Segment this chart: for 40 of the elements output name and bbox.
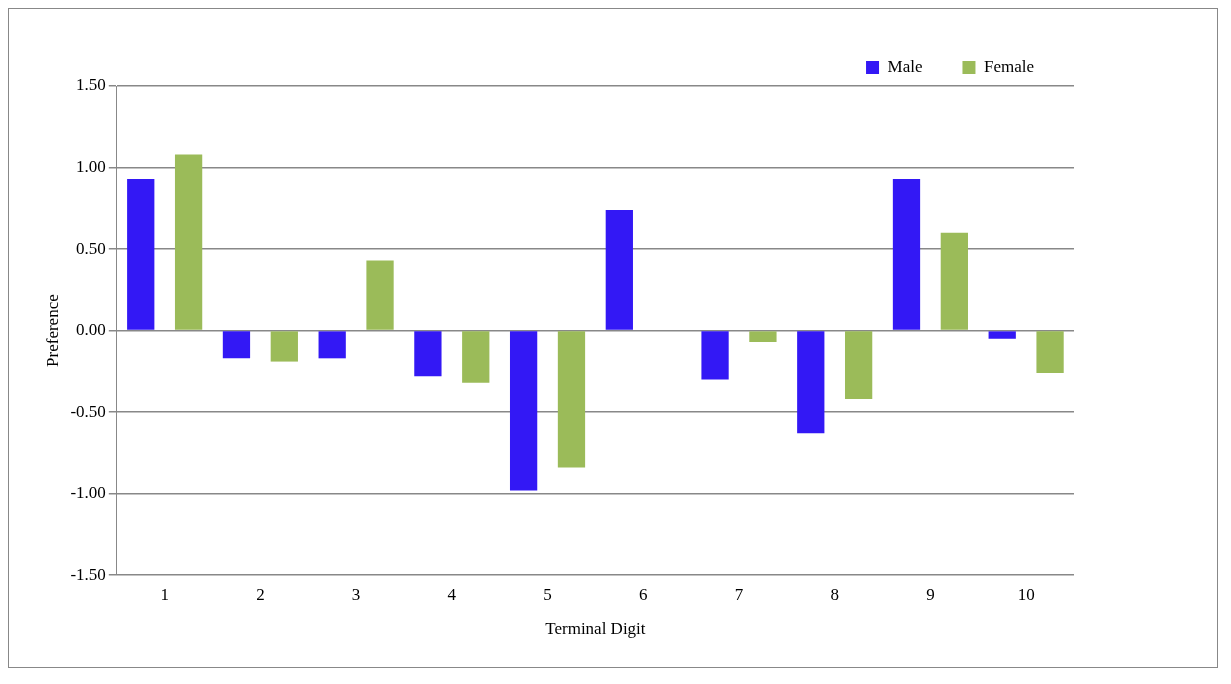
- bar: [270, 331, 298, 362]
- bar: [1036, 331, 1064, 373]
- bar: [605, 209, 633, 330]
- bar: [701, 331, 729, 380]
- y-tick-label: -1.50: [70, 564, 106, 584]
- x-tick-label: 8: [830, 584, 839, 604]
- legend-label: Male: [887, 56, 923, 76]
- x-tick-label: 6: [639, 584, 648, 604]
- bar: [414, 331, 442, 377]
- y-tick-label: 1.00: [76, 157, 106, 176]
- bar: [127, 178, 155, 330]
- bar: [318, 331, 346, 359]
- bar: [892, 178, 921, 330]
- x-tick-label: 1: [160, 584, 169, 604]
- bar: [174, 154, 203, 330]
- bar: [988, 331, 1016, 339]
- x-tick-label: 7: [734, 584, 744, 604]
- bar: [844, 331, 873, 400]
- bar: [557, 331, 586, 468]
- y-axis-title: Preference: [42, 294, 62, 367]
- bar: [462, 331, 490, 383]
- y-tick-label: -1.00: [70, 483, 106, 503]
- y-tick-label: 0.50: [76, 238, 106, 258]
- bar: [797, 331, 825, 434]
- bar: [509, 331, 538, 491]
- bar: [222, 331, 251, 359]
- x-tick-label: 4: [447, 584, 457, 604]
- y-tick-label: -0.50: [70, 401, 106, 421]
- bar: [940, 232, 968, 330]
- y-tick-label: 1.50: [76, 75, 106, 95]
- x-tick-label: 2: [256, 584, 265, 604]
- x-tick-label: 5: [543, 584, 552, 604]
- y-tick-label: 0.00: [76, 320, 106, 340]
- legend-label: Female: [983, 56, 1035, 76]
- bar: [749, 331, 777, 343]
- bar: [366, 260, 394, 330]
- x-tick-label: 9: [926, 584, 935, 604]
- x-tick-label: 10: [1017, 584, 1035, 604]
- x-axis-title: Terminal Digit: [545, 619, 646, 639]
- x-tick-label: 3: [351, 584, 361, 604]
